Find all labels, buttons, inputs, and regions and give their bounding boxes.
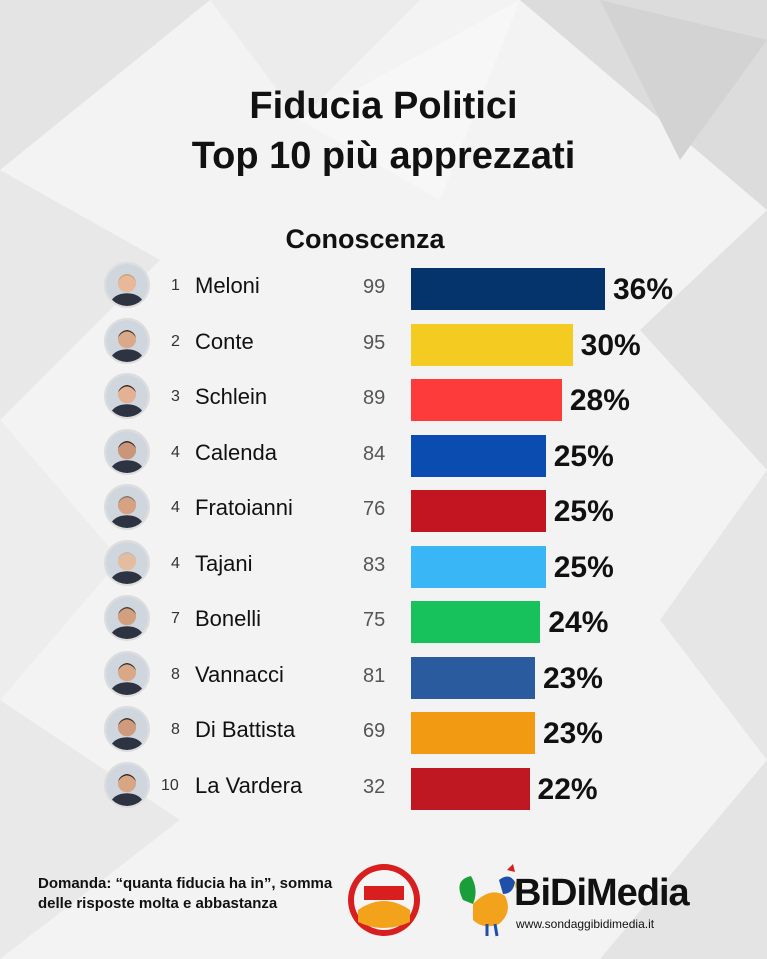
- percent-label: 22%: [537, 772, 598, 806]
- bar-di-battista: [411, 712, 535, 754]
- percent-label: 25%: [553, 550, 614, 584]
- knowledge-value: 95: [363, 331, 386, 354]
- avatar-conte: [104, 317, 150, 364]
- avatar-di-battista: [104, 706, 150, 752]
- knowledge-value: 89: [363, 387, 386, 409]
- politician-name: Calenda: [195, 439, 277, 465]
- percent-label: 25%: [553, 439, 614, 473]
- rank-label: 8: [171, 721, 180, 738]
- avatar-la-vardera: [104, 761, 150, 808]
- rank-label: 1: [171, 277, 180, 294]
- avatar-fratoianni: [104, 484, 150, 530]
- bar-meloni: [411, 268, 605, 310]
- knowledge-value: 84: [363, 442, 386, 465]
- rank-label: 3: [171, 388, 180, 405]
- bar-bonelli: [411, 601, 541, 643]
- percent-label: 23%: [542, 661, 603, 695]
- bar-schlein: [411, 379, 562, 421]
- percent-label: 24%: [548, 606, 609, 639]
- bar-vannacci: [411, 656, 535, 699]
- chart-title-line2: Top 10 più apprezzati: [191, 135, 576, 177]
- rank-label: 10: [161, 776, 179, 794]
- percent-label: 25%: [553, 495, 614, 528]
- politician-name: La Vardera: [195, 772, 303, 798]
- bar-la-vardera: [411, 767, 530, 810]
- politician-name: Di Battista: [195, 717, 296, 742]
- politician-name: Meloni: [195, 273, 260, 298]
- chart-subtitle: Conoscenza: [285, 224, 445, 254]
- rank-label: 4: [171, 499, 180, 516]
- politician-name: Fratoianni: [195, 495, 293, 520]
- bidimedia-url: www.sondaggibidimedia.it: [516, 917, 655, 931]
- bar-conte: [411, 323, 573, 366]
- rank-label: 7: [171, 610, 180, 627]
- knowledge-value: 32: [363, 775, 386, 798]
- politician-name: Conte: [195, 328, 254, 354]
- bidimedia-wordmark: BiDiMedia: [514, 872, 690, 914]
- avatar-meloni: [104, 262, 150, 308]
- politician-name: Tajani: [195, 550, 253, 576]
- avatar-schlein: [104, 373, 150, 419]
- politician-name: Schlein: [195, 384, 268, 409]
- avatar-tajani: [104, 539, 150, 586]
- knowledge-value: 81: [363, 664, 386, 687]
- bar-tajani: [411, 545, 546, 588]
- politician-name: Bonelli: [195, 606, 262, 631]
- bidimedia-rooster-logo: [459, 864, 523, 937]
- bar-calenda: [411, 434, 546, 477]
- politician-name: Vannacci: [195, 661, 284, 687]
- chart-title-line1: Fiducia Politici: [249, 85, 518, 127]
- knowledge-value: 75: [363, 609, 386, 631]
- avatar-vannacci: [104, 650, 150, 697]
- avatar-bonelli: [104, 595, 150, 641]
- knowledge-value: 69: [363, 720, 386, 742]
- percent-label: 28%: [569, 384, 630, 417]
- rank-label: 4: [171, 554, 180, 572]
- percent-label: 36%: [613, 273, 674, 306]
- rank-label: 4: [171, 443, 180, 461]
- knowledge-value: 99: [363, 276, 386, 298]
- percent-label: 30%: [580, 328, 641, 362]
- percent-label: 23%: [542, 717, 603, 750]
- bar-fratoianni: [411, 490, 546, 532]
- knowledge-value: 76: [363, 498, 386, 520]
- rank-label: 2: [171, 332, 180, 350]
- controcorrente-logo: [348, 864, 420, 936]
- avatar-calenda: [104, 428, 150, 475]
- rank-label: 8: [171, 665, 180, 683]
- knowledge-value: 83: [363, 553, 386, 576]
- question-note: Domanda: “quanta fiducia ha in”, somma d…: [38, 875, 333, 912]
